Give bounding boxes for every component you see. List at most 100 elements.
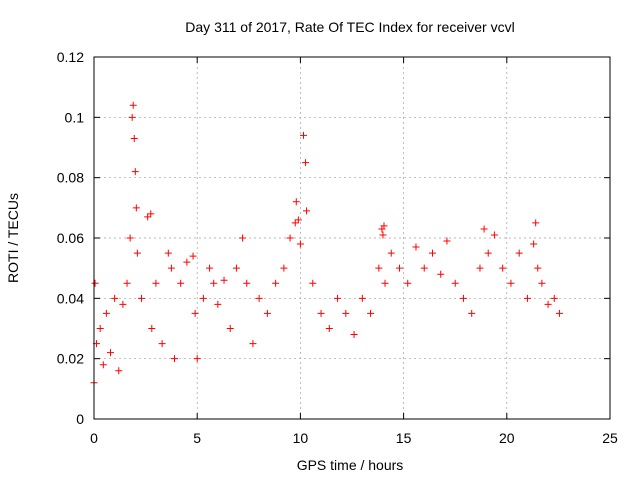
data-point — [126, 234, 134, 242]
data-point — [280, 264, 288, 272]
data-point — [183, 258, 191, 266]
data-point — [189, 252, 197, 260]
data-point — [379, 231, 387, 239]
data-point — [342, 309, 350, 317]
data-point — [102, 309, 110, 317]
data-point — [532, 219, 540, 227]
data-point — [123, 279, 131, 287]
data-point — [191, 309, 199, 317]
data-point — [111, 294, 119, 302]
data-point — [107, 349, 115, 357]
data-point — [350, 331, 358, 339]
data-point — [294, 216, 302, 224]
data-point — [296, 240, 304, 248]
data-point — [193, 355, 201, 363]
data-point — [334, 294, 342, 302]
data-point — [206, 264, 214, 272]
data-point — [164, 249, 172, 257]
data-point — [137, 294, 145, 302]
data-point — [291, 219, 299, 227]
data-point — [507, 279, 515, 287]
data-point — [381, 279, 389, 287]
data-point — [358, 294, 366, 302]
x-tick-label: 25 — [602, 430, 618, 446]
data-point — [428, 249, 436, 257]
data-point — [232, 264, 240, 272]
grid-lines — [94, 57, 610, 419]
y-tick-label: 0.12 — [57, 49, 84, 65]
y-tick-label: 0.02 — [57, 351, 84, 367]
data-point — [523, 294, 531, 302]
data-point — [499, 264, 507, 272]
data-point — [170, 355, 178, 363]
data-point — [255, 294, 263, 302]
data-point — [380, 222, 388, 230]
x-axis-label: GPS time / hours — [297, 457, 404, 473]
data-point — [249, 340, 257, 348]
data-point — [480, 225, 488, 233]
data-point — [412, 243, 420, 251]
data-point — [292, 198, 300, 206]
data-point — [544, 300, 552, 308]
data-point — [177, 279, 185, 287]
y-tick-label: 0 — [76, 411, 84, 427]
data-point — [309, 279, 317, 287]
data-point — [128, 113, 136, 121]
data-point — [302, 159, 310, 167]
axis-ticks: 0 0.02 0.04 0.06 0.08 0.1 0.12 0 5 10 15 20 25 — [57, 49, 618, 446]
x-tick-label: 20 — [499, 430, 515, 446]
data-point — [263, 309, 271, 317]
data-point — [299, 131, 307, 139]
data-point — [220, 276, 228, 284]
data-point — [239, 234, 247, 242]
data-point — [167, 264, 175, 272]
data-point — [490, 231, 498, 239]
data-point — [133, 249, 141, 257]
x-tick-label: 10 — [293, 430, 309, 446]
x-tick-label: 5 — [193, 430, 201, 446]
data-point — [214, 300, 222, 308]
x-tick-label: 0 — [90, 430, 98, 446]
data-point — [158, 340, 166, 348]
data-point — [534, 264, 542, 272]
data-point — [443, 237, 451, 245]
data-point — [99, 361, 107, 369]
x-tick-label: 15 — [396, 430, 412, 446]
data-point — [129, 101, 137, 109]
y-tick-label: 0.1 — [65, 109, 85, 125]
data-point — [226, 325, 234, 332]
data-point — [317, 309, 325, 317]
data-point — [96, 325, 104, 332]
data-point — [272, 279, 280, 287]
data-point — [404, 279, 412, 287]
y-axis-label: ROTI / TECUs — [5, 193, 21, 283]
data-point — [243, 279, 251, 287]
data-point — [210, 279, 218, 287]
data-point — [550, 294, 558, 302]
data-point — [131, 168, 139, 176]
y-tick-label: 0.04 — [57, 290, 84, 306]
data-point — [303, 207, 311, 215]
data-point — [115, 367, 123, 375]
data-point — [468, 309, 476, 317]
data-point — [387, 249, 395, 257]
data-point — [199, 294, 207, 302]
data-point — [325, 325, 333, 332]
data-point — [286, 234, 294, 242]
data-point — [144, 213, 152, 221]
data-point — [367, 309, 375, 317]
data-point — [538, 279, 546, 287]
data-point — [515, 249, 523, 257]
data-point — [530, 240, 538, 248]
data-point — [152, 279, 160, 287]
data-point — [476, 264, 484, 272]
data-points — [90, 101, 563, 387]
data-point — [395, 264, 403, 272]
data-point — [451, 279, 459, 287]
data-point — [147, 210, 155, 218]
data-point — [91, 279, 99, 287]
data-point — [375, 264, 383, 272]
data-point — [119, 300, 127, 308]
data-point — [132, 204, 140, 212]
